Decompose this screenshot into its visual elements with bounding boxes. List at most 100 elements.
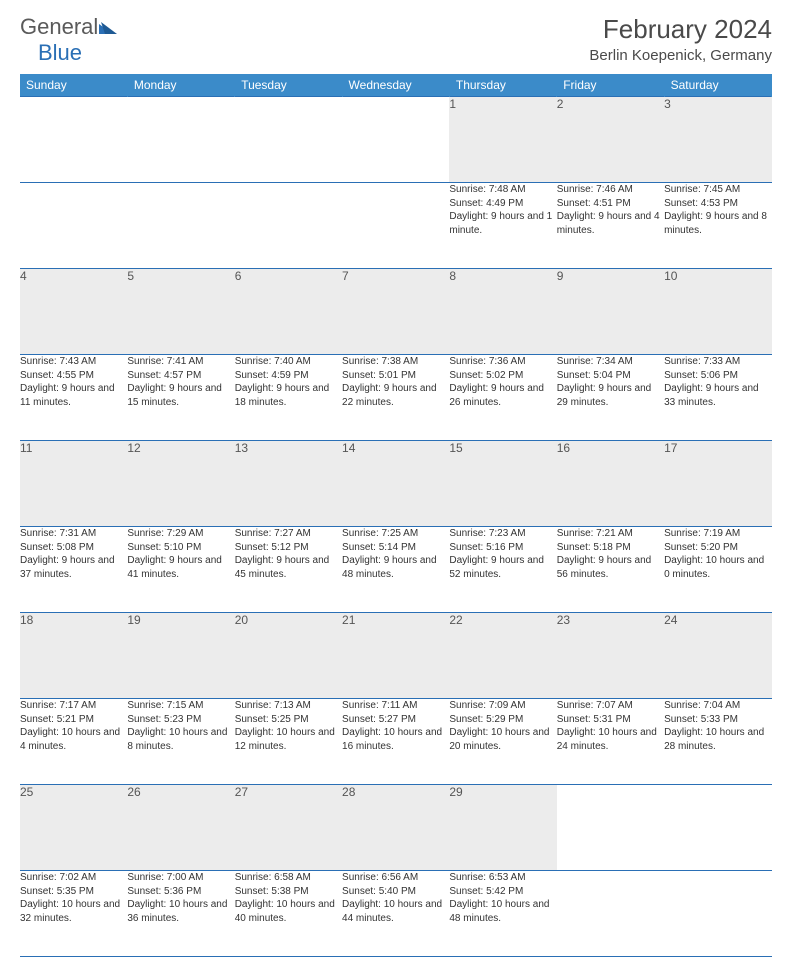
day-number-cell: 15 xyxy=(449,441,556,527)
day-content-cell: Sunrise: 7:38 AMSunset: 5:01 PMDaylight:… xyxy=(342,355,449,441)
sunset-line: Sunset: 5:20 PM xyxy=(664,541,771,555)
day-content-cell: Sunrise: 7:40 AMSunset: 4:59 PMDaylight:… xyxy=(235,355,342,441)
day-number-cell xyxy=(342,97,449,183)
day-content-cell: Sunrise: 7:27 AMSunset: 5:12 PMDaylight:… xyxy=(235,527,342,613)
day-content-row: Sunrise: 7:48 AMSunset: 4:49 PMDaylight:… xyxy=(20,183,772,269)
sunset-line: Sunset: 4:51 PM xyxy=(557,197,664,211)
sunset-line: Sunset: 5:12 PM xyxy=(235,541,342,555)
day-content-cell xyxy=(235,183,342,269)
day-number-cell: 18 xyxy=(20,613,127,699)
logo-mark-icon xyxy=(99,14,119,40)
day-content-cell: Sunrise: 7:46 AMSunset: 4:51 PMDaylight:… xyxy=(557,183,664,269)
day-content-cell: Sunrise: 7:00 AMSunset: 5:36 PMDaylight:… xyxy=(127,871,234,957)
daylight-line: Daylight: 10 hours and 44 minutes. xyxy=(342,898,449,925)
sunset-line: Sunset: 5:08 PM xyxy=(20,541,127,555)
day-number-cell: 2 xyxy=(557,97,664,183)
day-content-cell xyxy=(20,183,127,269)
day-number-cell: 10 xyxy=(664,269,771,355)
sunrise-line: Sunrise: 6:58 AM xyxy=(235,871,342,885)
sunset-line: Sunset: 5:02 PM xyxy=(449,369,556,383)
daylight-line: Daylight: 10 hours and 0 minutes. xyxy=(664,554,771,581)
weekday-header: Sunday xyxy=(20,74,127,97)
daylight-line: Daylight: 10 hours and 32 minutes. xyxy=(20,898,127,925)
day-content-cell: Sunrise: 7:19 AMSunset: 5:20 PMDaylight:… xyxy=(664,527,771,613)
day-number-row: 11121314151617 xyxy=(20,441,772,527)
day-number-cell: 4 xyxy=(20,269,127,355)
sunset-line: Sunset: 5:18 PM xyxy=(557,541,664,555)
day-number-cell xyxy=(127,97,234,183)
daylight-line: Daylight: 9 hours and 15 minutes. xyxy=(127,382,234,409)
day-number-cell: 21 xyxy=(342,613,449,699)
sunrise-line: Sunrise: 7:17 AM xyxy=(20,699,127,713)
sunset-line: Sunset: 5:27 PM xyxy=(342,713,449,727)
header: General Blue February 2024 Berlin Koepen… xyxy=(20,14,772,66)
day-number-cell: 27 xyxy=(235,785,342,871)
sunset-line: Sunset: 5:06 PM xyxy=(664,369,771,383)
day-number-cell: 14 xyxy=(342,441,449,527)
sunrise-line: Sunrise: 7:15 AM xyxy=(127,699,234,713)
day-content-cell: Sunrise: 6:53 AMSunset: 5:42 PMDaylight:… xyxy=(449,871,556,957)
day-number-cell: 23 xyxy=(557,613,664,699)
day-content-cell: Sunrise: 7:02 AMSunset: 5:35 PMDaylight:… xyxy=(20,871,127,957)
day-content-cell: Sunrise: 7:23 AMSunset: 5:16 PMDaylight:… xyxy=(449,527,556,613)
sunrise-line: Sunrise: 7:48 AM xyxy=(449,183,556,197)
daylight-line: Daylight: 9 hours and 4 minutes. xyxy=(557,210,664,237)
day-number-cell: 1 xyxy=(449,97,556,183)
day-content-cell xyxy=(557,871,664,957)
logo-text-blue: Blue xyxy=(38,40,82,65)
sunset-line: Sunset: 5:38 PM xyxy=(235,885,342,899)
sunrise-line: Sunrise: 7:29 AM xyxy=(127,527,234,541)
sunset-line: Sunset: 5:29 PM xyxy=(449,713,556,727)
sunset-line: Sunset: 5:36 PM xyxy=(127,885,234,899)
day-content-cell: Sunrise: 7:43 AMSunset: 4:55 PMDaylight:… xyxy=(20,355,127,441)
sunrise-line: Sunrise: 7:19 AM xyxy=(664,527,771,541)
calendar-table: SundayMondayTuesdayWednesdayThursdayFrid… xyxy=(20,74,772,957)
sunrise-line: Sunrise: 7:00 AM xyxy=(127,871,234,885)
sunrise-line: Sunrise: 7:43 AM xyxy=(20,355,127,369)
title-block: February 2024 Berlin Koepenick, Germany xyxy=(589,14,772,64)
day-number-cell: 22 xyxy=(449,613,556,699)
sunrise-line: Sunrise: 7:27 AM xyxy=(235,527,342,541)
day-content-cell: Sunrise: 6:58 AMSunset: 5:38 PMDaylight:… xyxy=(235,871,342,957)
day-content-cell: Sunrise: 7:07 AMSunset: 5:31 PMDaylight:… xyxy=(557,699,664,785)
day-content-row: Sunrise: 7:02 AMSunset: 5:35 PMDaylight:… xyxy=(20,871,772,957)
sunset-line: Sunset: 5:25 PM xyxy=(235,713,342,727)
day-number-cell xyxy=(557,785,664,871)
sunrise-line: Sunrise: 7:31 AM xyxy=(20,527,127,541)
sunrise-line: Sunrise: 7:33 AM xyxy=(664,355,771,369)
day-content-cell: Sunrise: 7:17 AMSunset: 5:21 PMDaylight:… xyxy=(20,699,127,785)
day-content-cell: Sunrise: 7:48 AMSunset: 4:49 PMDaylight:… xyxy=(449,183,556,269)
sunset-line: Sunset: 5:10 PM xyxy=(127,541,234,555)
sunset-line: Sunset: 5:42 PM xyxy=(449,885,556,899)
day-number-cell: 25 xyxy=(20,785,127,871)
sunset-line: Sunset: 5:14 PM xyxy=(342,541,449,555)
sunrise-line: Sunrise: 7:04 AM xyxy=(664,699,771,713)
sunset-line: Sunset: 5:31 PM xyxy=(557,713,664,727)
day-number-cell: 6 xyxy=(235,269,342,355)
day-number-cell: 24 xyxy=(664,613,771,699)
sunrise-line: Sunrise: 7:34 AM xyxy=(557,355,664,369)
day-number-cell: 5 xyxy=(127,269,234,355)
day-content-cell xyxy=(127,183,234,269)
sunset-line: Sunset: 4:53 PM xyxy=(664,197,771,211)
day-number-cell: 11 xyxy=(20,441,127,527)
sunset-line: Sunset: 5:01 PM xyxy=(342,369,449,383)
daylight-line: Daylight: 10 hours and 24 minutes. xyxy=(557,726,664,753)
weekday-header-row: SundayMondayTuesdayWednesdayThursdayFrid… xyxy=(20,74,772,97)
sunset-line: Sunset: 5:16 PM xyxy=(449,541,556,555)
day-content-cell: Sunrise: 7:11 AMSunset: 5:27 PMDaylight:… xyxy=(342,699,449,785)
day-content-cell: Sunrise: 7:25 AMSunset: 5:14 PMDaylight:… xyxy=(342,527,449,613)
daylight-line: Daylight: 10 hours and 40 minutes. xyxy=(235,898,342,925)
daylight-line: Daylight: 9 hours and 33 minutes. xyxy=(664,382,771,409)
day-content-cell: Sunrise: 7:13 AMSunset: 5:25 PMDaylight:… xyxy=(235,699,342,785)
day-number-cell: 9 xyxy=(557,269,664,355)
day-number-row: 45678910 xyxy=(20,269,772,355)
day-number-cell xyxy=(235,97,342,183)
day-number-cell: 13 xyxy=(235,441,342,527)
daylight-line: Daylight: 9 hours and 26 minutes. xyxy=(449,382,556,409)
sunset-line: Sunset: 5:21 PM xyxy=(20,713,127,727)
day-number-cell: 3 xyxy=(664,97,771,183)
day-number-cell: 20 xyxy=(235,613,342,699)
sunrise-line: Sunrise: 7:23 AM xyxy=(449,527,556,541)
day-content-cell: Sunrise: 7:34 AMSunset: 5:04 PMDaylight:… xyxy=(557,355,664,441)
